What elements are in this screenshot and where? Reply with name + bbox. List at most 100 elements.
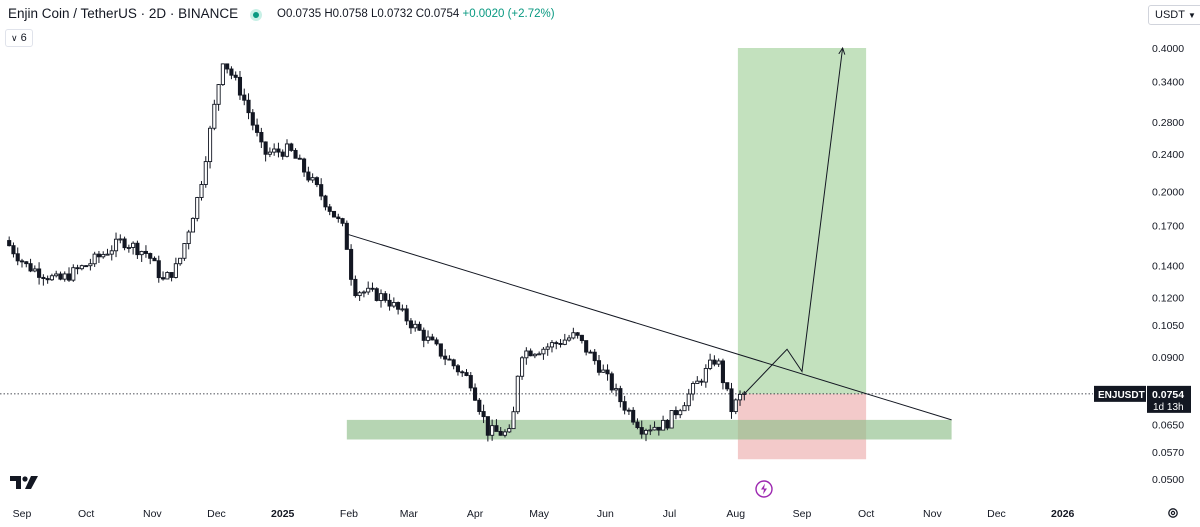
candle[interactable]: [340, 217, 345, 227]
candle[interactable]: [733, 398, 738, 415]
candle[interactable]: [490, 419, 495, 441]
candle[interactable]: [156, 255, 161, 283]
candle[interactable]: [468, 372, 473, 392]
candle[interactable]: [541, 346, 546, 360]
currency-selector[interactable]: USDT ▼: [1148, 5, 1200, 25]
candle[interactable]: [618, 385, 623, 408]
candle[interactable]: [400, 304, 405, 312]
candle[interactable]: [79, 264, 84, 271]
candle[interactable]: [494, 419, 499, 432]
candle[interactable]: [635, 418, 640, 430]
candle[interactable]: [413, 320, 418, 332]
candle[interactable]: [430, 333, 435, 341]
candle[interactable]: [404, 304, 409, 326]
candle[interactable]: [592, 349, 597, 365]
candle[interactable]: [425, 330, 431, 344]
candle[interactable]: [289, 142, 294, 152]
candle[interactable]: [562, 333, 567, 346]
projection-path[interactable]: [743, 47, 844, 395]
candle[interactable]: [96, 250, 101, 263]
candle[interactable]: [720, 358, 725, 390]
candle[interactable]: [131, 241, 136, 255]
candle[interactable]: [173, 257, 178, 279]
candle[interactable]: [344, 220, 349, 250]
candle[interactable]: [622, 395, 627, 415]
candle[interactable]: [302, 157, 307, 177]
candle[interactable]: [126, 244, 131, 253]
candle[interactable]: [327, 203, 332, 216]
candle[interactable]: [88, 258, 93, 271]
candle[interactable]: [297, 154, 302, 160]
candle[interactable]: [267, 147, 272, 158]
candle[interactable]: [169, 272, 174, 282]
candle[interactable]: [84, 264, 89, 268]
candle[interactable]: [481, 404, 486, 424]
candle[interactable]: [737, 390, 743, 406]
candle[interactable]: [639, 420, 644, 439]
candle[interactable]: [537, 351, 542, 356]
candle[interactable]: [113, 232, 119, 258]
candle[interactable]: [220, 63, 225, 86]
lightning-icon[interactable]: [755, 480, 773, 498]
candle[interactable]: [105, 248, 110, 256]
candle[interactable]: [515, 375, 520, 415]
candle[interactable]: [549, 340, 555, 353]
candle[interactable]: [661, 415, 666, 431]
candle[interactable]: [203, 156, 208, 188]
candle[interactable]: [160, 271, 166, 281]
candle[interactable]: [520, 355, 525, 380]
candle[interactable]: [558, 339, 563, 348]
candle[interactable]: [434, 337, 439, 346]
candle[interactable]: [15, 247, 20, 266]
candle[interactable]: [58, 271, 63, 281]
candle[interactable]: [695, 376, 700, 384]
candle[interactable]: [383, 291, 388, 303]
candle[interactable]: [626, 407, 631, 415]
candle[interactable]: [263, 141, 268, 162]
candle[interactable]: [54, 270, 59, 278]
candle[interactable]: [648, 424, 653, 436]
candle[interactable]: [11, 242, 16, 258]
candle[interactable]: [199, 181, 204, 201]
candle[interactable]: [511, 406, 516, 430]
candle[interactable]: [148, 252, 153, 265]
candle[interactable]: [366, 281, 371, 295]
candle[interactable]: [460, 370, 465, 377]
candle[interactable]: [579, 334, 584, 344]
candle[interactable]: [678, 408, 683, 419]
candle[interactable]: [293, 148, 298, 159]
candle[interactable]: [532, 353, 537, 359]
candle[interactable]: [242, 88, 247, 106]
candle[interactable]: [596, 355, 602, 376]
candle[interactable]: [165, 271, 170, 280]
target-zone[interactable]: [737, 48, 867, 394]
candle[interactable]: [438, 343, 443, 359]
candle[interactable]: [284, 139, 290, 158]
candle[interactable]: [605, 364, 610, 381]
candle[interactable]: [631, 407, 636, 425]
candle[interactable]: [361, 290, 366, 298]
candle[interactable]: [135, 240, 140, 259]
candle[interactable]: [673, 406, 678, 420]
candle[interactable]: [686, 388, 691, 411]
candle[interactable]: [584, 340, 589, 356]
candle[interactable]: [92, 251, 97, 267]
candle[interactable]: [37, 262, 42, 285]
candle[interactable]: [502, 429, 508, 438]
candle[interactable]: [485, 416, 490, 442]
candle[interactable]: [378, 289, 384, 308]
candle[interactable]: [609, 371, 614, 393]
candle[interactable]: [451, 358, 456, 370]
candle[interactable]: [575, 331, 580, 339]
descending-trendline[interactable]: [346, 233, 952, 421]
candle[interactable]: [614, 383, 619, 397]
candle[interactable]: [276, 142, 281, 158]
candle[interactable]: [690, 381, 696, 401]
candle[interactable]: [396, 301, 401, 315]
candle[interactable]: [528, 348, 533, 357]
candle[interactable]: [186, 229, 191, 250]
candle[interactable]: [682, 402, 687, 412]
candle[interactable]: [225, 63, 230, 74]
candle[interactable]: [656, 426, 661, 436]
candle[interactable]: [195, 196, 200, 222]
